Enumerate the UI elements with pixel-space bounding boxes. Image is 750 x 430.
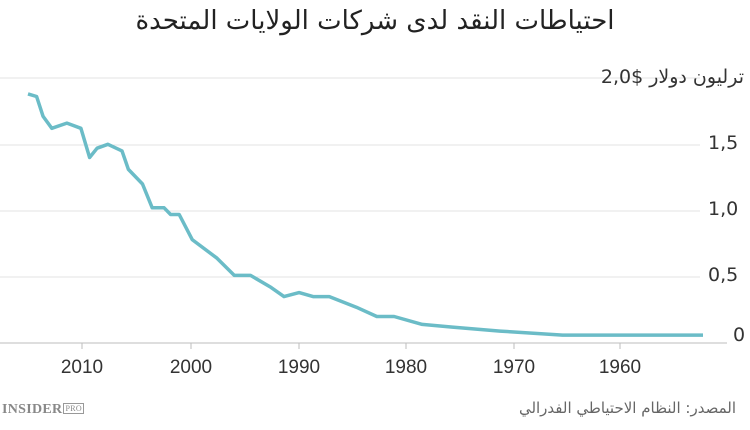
logo-text: INSIDER [2, 402, 63, 417]
y-tick-label: 1,0 [708, 198, 739, 220]
y-tick-label: 1,5 [708, 132, 739, 154]
x-tick-label: 1990 [277, 357, 321, 378]
y-tick-label: 0,5 [708, 264, 739, 286]
source-note: المصدر: النظام الاحتياطي الفدرالي [518, 399, 736, 417]
x-tick-label: 1960 [598, 357, 642, 378]
y-tick-label: 0 [733, 324, 746, 346]
x-tick-label: 1970 [492, 357, 536, 378]
x-tick-label: 1980 [384, 357, 428, 378]
gridlines [0, 77, 700, 278]
data-series-line [27, 92, 703, 337]
y-axis-unit-label: ترليون دولار $2,0 [600, 66, 744, 88]
x-tick-label: 2010 [60, 357, 104, 378]
x-tick-label: 2000 [169, 357, 213, 378]
logo-pro-badge: PRO [63, 403, 84, 414]
chart-title: احتياطات النقد لدى شركات الولايات المتحد… [135, 6, 615, 36]
x-axis [0, 342, 727, 349]
insider-pro-logo: INSIDER PRO [2, 402, 84, 418]
